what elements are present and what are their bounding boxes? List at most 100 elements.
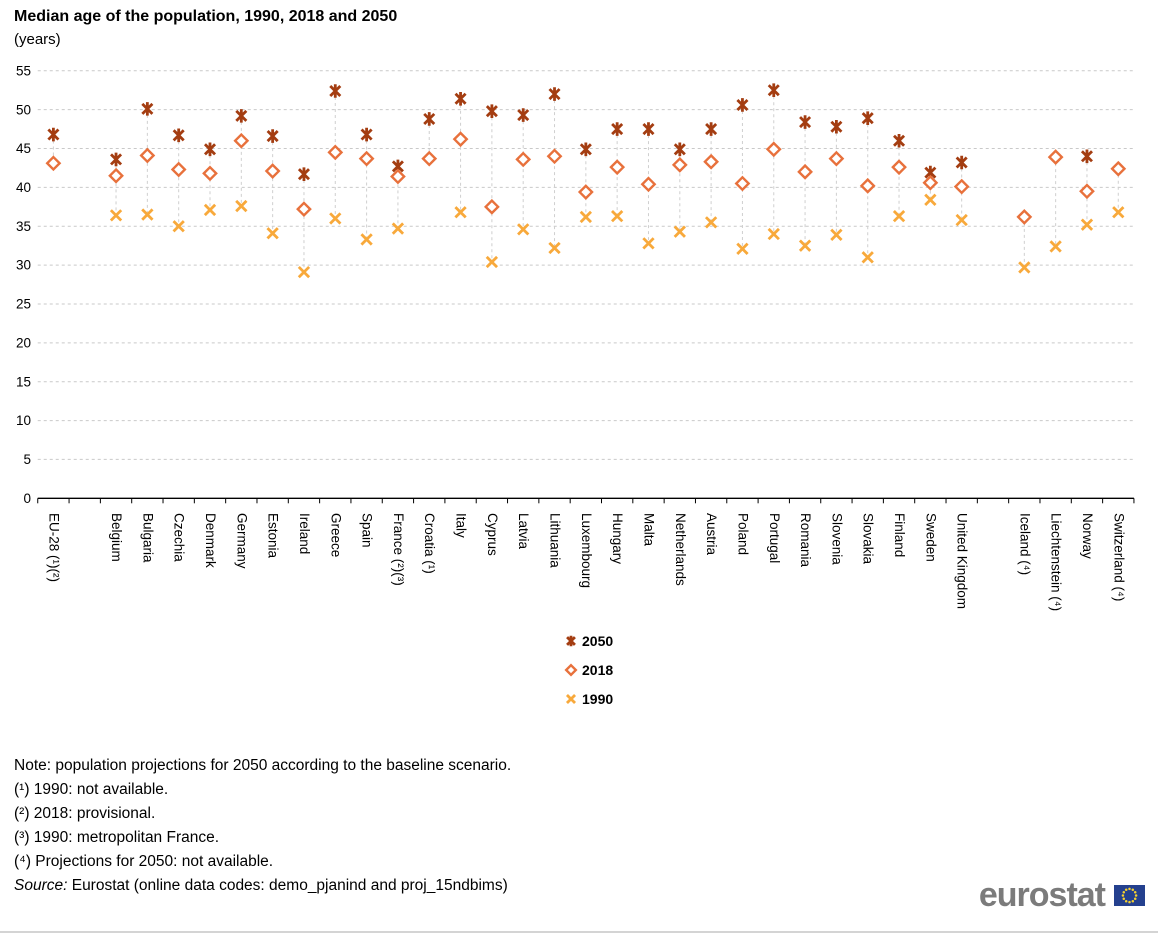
diamond-marker — [797, 163, 813, 180]
x-marker — [517, 223, 530, 236]
data-point — [1016, 209, 1033, 225]
data-point — [642, 122, 655, 136]
data-point — [1112, 206, 1125, 219]
chart-title: Median age of the population, 1990, 2018… — [14, 8, 398, 25]
x-marker — [548, 241, 561, 255]
footnote-4: (⁴) Projections for 2050: not available. — [14, 853, 274, 870]
star-marker — [297, 167, 310, 181]
diamond-marker — [139, 147, 156, 164]
data-point — [235, 109, 248, 123]
y-axis-label: 15 — [16, 374, 31, 389]
diamond-marker — [1079, 183, 1095, 200]
legend-label: 2050 — [582, 633, 613, 649]
x-marker — [329, 212, 342, 225]
x-axis-label: France (²)(³) — [391, 513, 406, 586]
data-point — [579, 210, 592, 224]
data-point — [640, 176, 657, 193]
data-point — [141, 208, 154, 221]
x-axis-label: Latvia — [516, 513, 531, 550]
data-point — [736, 242, 749, 255]
star-marker — [423, 112, 436, 126]
star-marker — [203, 142, 217, 157]
data-point — [565, 693, 577, 705]
data-point — [297, 265, 311, 279]
data-point — [391, 222, 405, 235]
diamond-marker — [828, 150, 845, 167]
diamond-marker — [264, 163, 281, 179]
flag-star — [1128, 887, 1131, 891]
x-axis-label: Romania — [798, 513, 813, 568]
data-point — [172, 128, 185, 143]
x-axis-label: Portugal — [767, 513, 782, 563]
data-point — [955, 155, 968, 170]
data-point — [734, 175, 751, 192]
data-point — [861, 111, 874, 126]
diamond-marker — [296, 201, 312, 218]
data-point — [517, 223, 530, 236]
x-marker — [611, 209, 624, 223]
star-marker — [141, 102, 154, 116]
y-axis-label: 10 — [16, 413, 31, 428]
x-marker — [235, 199, 248, 213]
diamond-marker — [108, 167, 124, 184]
x-axis-label: Cyprus — [485, 513, 500, 556]
flag-star — [1133, 890, 1137, 894]
x-axis-label: United Kingdom — [955, 513, 970, 609]
data-point — [1110, 160, 1127, 177]
x-axis-label: Switzerland (⁴) — [1111, 513, 1126, 601]
data-point — [924, 193, 937, 206]
data-point — [452, 131, 469, 148]
data-point — [139, 147, 156, 164]
x-marker — [892, 209, 906, 223]
legend-item: 2018 — [564, 662, 613, 678]
data-point — [767, 227, 780, 241]
star-marker — [548, 87, 561, 101]
legend-item: 1990 — [565, 691, 613, 707]
data-point — [797, 163, 813, 180]
diamond-marker — [564, 663, 578, 677]
star-marker — [955, 155, 968, 170]
data-point — [892, 209, 906, 223]
x-axis-label: Czechia — [172, 513, 187, 562]
flag-star — [1131, 888, 1135, 892]
data-point — [233, 132, 250, 149]
diamond-marker — [233, 132, 250, 149]
x-axis-label: Lithuania — [548, 513, 563, 568]
data-point — [360, 127, 373, 142]
diamond-marker — [327, 144, 344, 161]
data-point — [548, 87, 561, 101]
data-point — [360, 233, 373, 246]
flag-star — [1124, 888, 1128, 892]
data-point — [609, 159, 626, 176]
x-axis-label: Bulgaria — [140, 513, 155, 563]
star-marker — [611, 122, 624, 136]
x-axis-label: Liechtenstein (⁴) — [1049, 513, 1064, 611]
x-marker — [360, 233, 373, 246]
flag-star — [1128, 900, 1131, 904]
x-marker — [955, 213, 968, 227]
data-point — [172, 220, 185, 233]
data-point — [611, 209, 624, 223]
flag-star — [1122, 890, 1126, 894]
x-axis-label: Greece — [328, 513, 343, 557]
y-axis-label: 5 — [23, 452, 31, 467]
star-marker — [705, 122, 718, 136]
star-marker — [172, 128, 185, 143]
data-point — [577, 184, 594, 200]
flag-star — [1122, 897, 1126, 901]
data-point — [109, 209, 123, 222]
data-point — [485, 255, 499, 269]
data-point — [546, 148, 563, 165]
note-line: Note: population projections for 2050 ac… — [14, 757, 512, 774]
star-marker — [673, 142, 686, 157]
flag-star — [1121, 894, 1125, 897]
data-point — [891, 159, 907, 176]
x-axis-label: Germany — [234, 513, 249, 569]
x-marker — [172, 220, 185, 233]
diamond-marker — [170, 161, 187, 178]
x-marker — [924, 193, 937, 206]
x-axis-label: Malta — [641, 513, 656, 547]
data-point — [611, 122, 624, 136]
legend-label: 1990 — [582, 691, 613, 707]
